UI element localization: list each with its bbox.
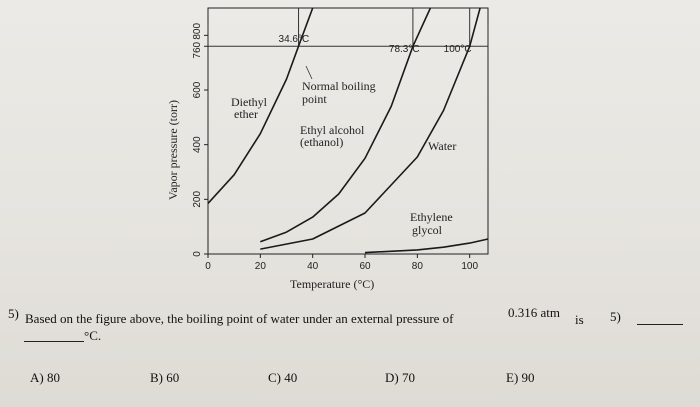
answer-number: 5) — [610, 309, 621, 324]
y-tick-label-200: 200 — [192, 191, 203, 208]
y-tick-label-600: 600 — [192, 81, 203, 98]
normal-bp-label-1: Normal boiling — [302, 79, 376, 93]
x-tick-label-80: 80 — [412, 261, 424, 272]
choice-e[interactable]: E) 90 — [506, 370, 535, 385]
x-tick-label-100: 100 — [461, 261, 478, 272]
ether-label-1: Diethyl — [231, 95, 268, 109]
curve-ethylene-glycol — [364, 238, 489, 254]
answer-blank[interactable] — [637, 324, 683, 325]
x-tick-label-60: 60 — [359, 261, 371, 272]
unit-blank[interactable] — [24, 341, 84, 342]
ether-label-2: ether — [234, 107, 258, 121]
choice-b[interactable]: B) 60 — [150, 370, 180, 385]
ethanol-label-2: (ethanol) — [300, 135, 343, 149]
y-axis-title: Vapor pressure (torr) — [166, 100, 180, 200]
x-tick-label-0: 0 — [205, 261, 211, 272]
x-tick-label-20: 20 — [255, 261, 267, 272]
normal-bp-pointer — [305, 65, 313, 80]
glycol-label-1: Ethylene — [410, 210, 453, 224]
annotation-100: 100°C — [444, 44, 472, 55]
y-tick-label-760: 760 — [192, 41, 203, 58]
choice-a[interactable]: A) 80 — [30, 370, 60, 385]
choice-c[interactable]: C) 40 — [268, 370, 298, 385]
glycol-label-2: glycol — [412, 223, 443, 237]
x-tick-label-40: 40 — [307, 261, 319, 272]
choice-d[interactable]: D) 70 — [385, 370, 415, 385]
x-axis-title: Temperature (°C) — [290, 277, 374, 291]
y-tick-label-800: 800 — [192, 23, 203, 40]
annotation-34-6: 34.6°C — [279, 34, 310, 45]
unit-label: °C. — [84, 328, 102, 343]
ethanol-label-1: Ethyl alcohol — [300, 123, 365, 137]
curve-ethanol — [260, 7, 432, 243]
annotation-78-3: 78.3°C — [389, 44, 420, 55]
y-tick-label-0: 0 — [192, 251, 203, 257]
question-number: 5) — [8, 306, 19, 321]
plot-frame — [207, 7, 489, 255]
curve-water — [260, 7, 481, 250]
question-text: Based on the figure above, the boiling p… — [25, 311, 454, 326]
water-label: Water — [428, 139, 456, 153]
pressure-value: 0.316 atm — [508, 305, 560, 320]
question-is: is — [575, 312, 584, 327]
normal-bp-label-2: point — [302, 92, 327, 106]
y-tick-label-400: 400 — [192, 136, 203, 153]
curve-diethyl-ether — [207, 7, 314, 204]
